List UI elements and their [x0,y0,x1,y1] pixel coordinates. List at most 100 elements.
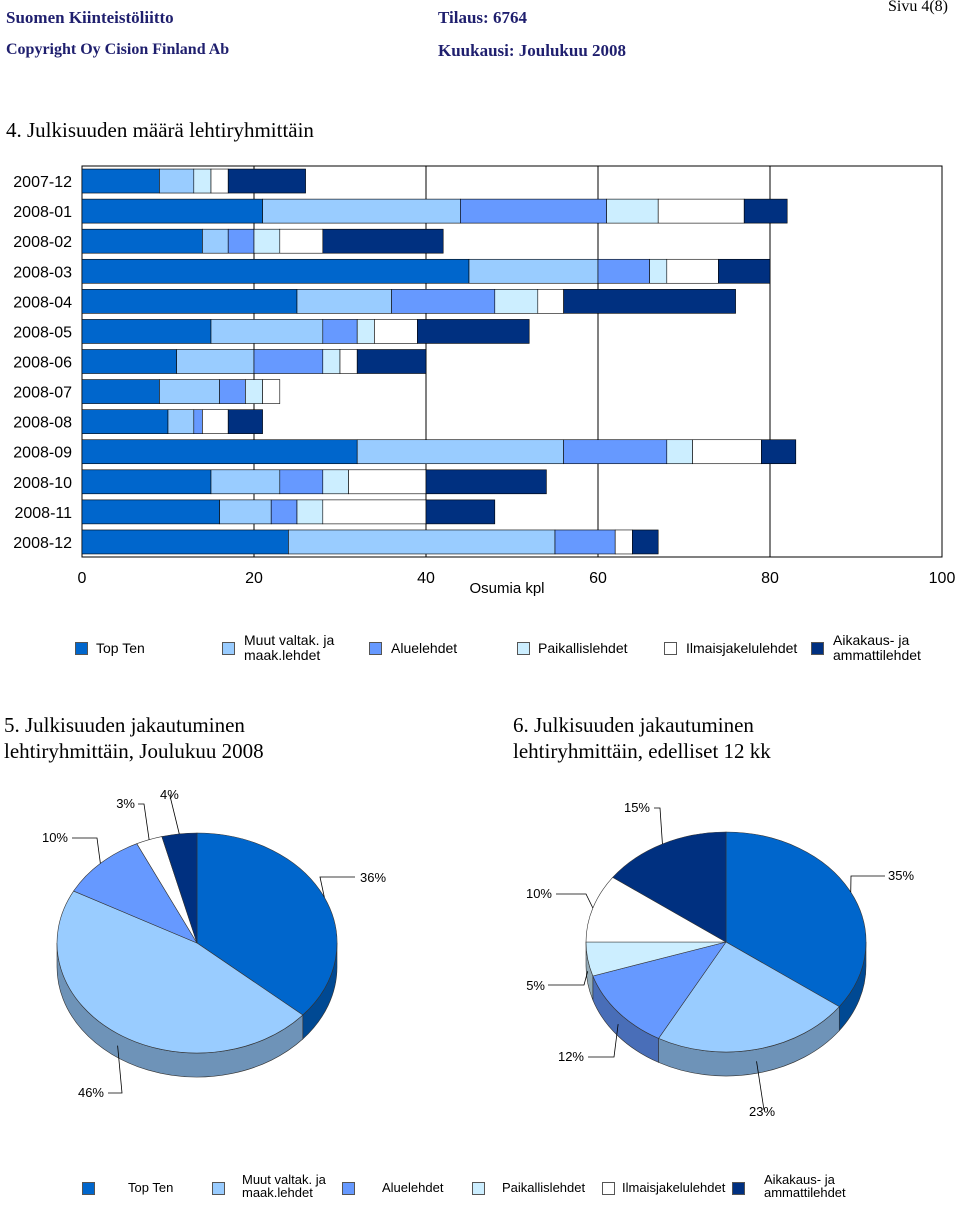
pie-data-label: 4% [160,787,179,802]
section6-title-line1: 6. Julkisuuden jakautuminen [513,713,754,737]
pie-slice [585,941,727,977]
category-label: 2008-11 [14,505,72,522]
legend-swatch [602,1182,615,1195]
pie-data-label: 10% [42,830,68,845]
pie-leader-line [556,893,594,909]
legend-label: Aluelehdet [382,1180,444,1195]
section6-title: 6. Julkisuuden jakautuminen lehtiryhmitt… [513,712,771,764]
x-tick-label: 20 [245,570,263,587]
bar-segment [374,319,418,344]
bar-segment [614,529,633,555]
section4-title: 4. Julkisuuden määrä lehtiryhmittäin [6,118,314,142]
pie-data-label: 5% [526,978,545,993]
bar-segment [81,349,177,374]
category-label: 2007-12 [13,174,72,191]
bar-segment [666,439,693,465]
category-label: 2008-12 [13,535,72,552]
bar-segment [81,379,160,404]
legend-label: Aikakaus- ja ammattilehdet [833,632,921,663]
section5-title-line2: lehtiryhmittäin, Joulukuu 2008 [4,739,264,763]
bar-segment [262,198,461,224]
legend-label: Ilmaisjakelulehdet [622,1180,726,1195]
order-number: Tilaus: 6764 [438,8,527,27]
bar-segment [322,499,427,525]
pie-leader-line [169,795,180,834]
bar-segment [159,379,220,404]
bar-segment [159,168,195,194]
pie-slice [161,832,198,944]
bar-segment [494,289,539,314]
category-label: 2008-06 [13,355,72,372]
bar-segment [296,289,392,314]
legend-swatch [732,1182,745,1195]
bar-segment [202,228,229,254]
pie-slice [725,831,867,1008]
legend-label: Top Ten [96,640,145,656]
bar-segment [460,198,607,224]
pie-slice [585,876,728,943]
bar-segment [202,409,229,434]
bar-segment [262,379,281,404]
bar-segment [210,319,324,344]
pie-data-label: 3% [116,796,135,811]
bar-segment [692,439,762,465]
category-label: 2008-07 [13,385,72,402]
bar-chart: 2007-12 2008-01 2008-02 2008-03 2008-04 2008-… [13,165,955,597]
pie-leader-line [319,876,355,898]
pie-leader-line [756,1061,765,1111]
bar-segment [81,529,289,555]
bar-segment [348,469,427,495]
x-tick-label: 0 [78,570,87,587]
pie-slice [136,836,198,944]
bar-segment [193,409,203,434]
bar-segment [81,439,358,465]
pie-leader-line [588,1024,619,1058]
bar-segment [322,228,444,254]
bar-segment [167,409,195,434]
pie-data-label: 35% [888,868,914,883]
bar-segment [563,439,668,465]
bar-segment [743,198,788,224]
section5-title: 5. Julkisuuden jakautuminen lehtiryhmitt… [4,712,264,764]
pie-data-label: 15% [624,800,650,815]
pie-leader-line [548,971,589,986]
x-tick-label: 60 [589,570,607,587]
pie-leader-line [850,875,885,893]
bar-segment [81,289,298,314]
bar-segment [219,499,272,525]
pie-leader-line [72,837,101,864]
legend-label: Ilmaisjakelulehdet [686,640,798,656]
x-axis-label: Osumia kpl [469,580,544,597]
bar-segment [356,349,427,374]
legend-label: Paikallislehdet [538,640,628,656]
bar-segment [322,349,341,374]
bar-segment [81,499,220,525]
bar-segment [279,469,324,495]
legend-swatch [369,642,382,655]
pie-data-label: 46% [78,1085,104,1100]
pie-slice [73,843,198,944]
pie-slice [196,832,338,1016]
bar-segment [761,439,797,465]
bar-segment [81,198,263,224]
bar-segment [391,289,496,314]
bar-segment [81,319,212,344]
legend-swatch [82,1182,95,1195]
pie-slice-side [592,975,659,1063]
pie-slice-side [302,942,338,1040]
bar-segment [563,289,736,314]
pie-data-label: 36% [360,870,386,885]
bar-segment [219,379,246,404]
section6-title-line2: lehtiryhmittäin, edelliset 12 kk [513,739,771,763]
category-label: 2008-05 [13,324,72,341]
bar-segment [417,319,530,344]
pie-leader-line [138,803,150,840]
copyright: Copyright Oy Cision Finland Ab [6,41,230,58]
page-number: Sivu 4(8) [888,0,948,15]
bar-segment [270,499,298,525]
pie-slice [592,941,727,1039]
bar-segment [356,439,564,465]
bar-segment [296,499,324,525]
bar-segment [468,258,599,284]
legend-label: Paikallislehdet [502,1180,586,1195]
